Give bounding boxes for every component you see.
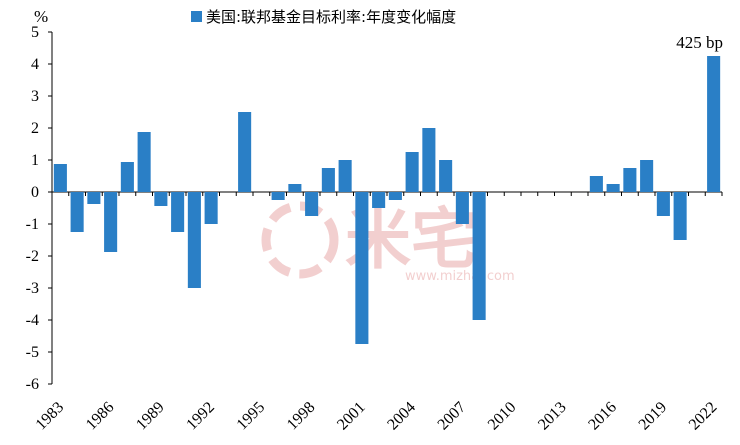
- x-tick-label: 2016: [585, 399, 620, 434]
- y-axis-ticks: -6 -5 -4 -3 -2 -1 0 1 2 3 4 5: [26, 24, 52, 393]
- bar-1989: [154, 192, 168, 206]
- bar-2000: [338, 160, 352, 192]
- y-tick-label: 0: [31, 184, 39, 201]
- x-tick-label: 2022: [686, 399, 721, 434]
- x-tick-label: 2010: [485, 399, 520, 434]
- x-tick-label: 1995: [234, 399, 269, 434]
- bar-2007: [455, 192, 469, 224]
- bar-1990: [171, 192, 185, 232]
- bar-1985: [87, 192, 101, 204]
- bar-2020: [673, 192, 687, 240]
- watermark-logo-icon: [261, 201, 339, 279]
- bar-2018: [640, 160, 654, 192]
- bar-2022: [707, 56, 721, 192]
- legend-label: 美国:联邦基金目标利率:年度变化幅度: [206, 8, 456, 26]
- bar-2004: [405, 152, 419, 192]
- bar-1991: [187, 192, 201, 288]
- y-tick-label: -5: [26, 344, 39, 361]
- bar-1998: [305, 192, 319, 216]
- x-tick-label: 2013: [535, 399, 570, 434]
- x-tick-label: 2019: [636, 399, 671, 434]
- x-tick-label: 2004: [384, 399, 419, 434]
- bar-1996: [271, 192, 285, 200]
- x-tick-label: 1986: [83, 399, 118, 434]
- y-tick-label: 3: [31, 88, 39, 105]
- x-tick-label: 1992: [183, 399, 218, 434]
- y-tick-label: -4: [26, 312, 39, 329]
- bar-2005: [422, 128, 436, 192]
- legend: 美国:联邦基金目标利率:年度变化幅度: [191, 8, 456, 26]
- y-tick-label: -6: [26, 376, 39, 393]
- y-tick-label: -2: [26, 248, 39, 265]
- bar-2019: [656, 192, 670, 216]
- y-tick-label: 1: [31, 152, 39, 169]
- bar-2008: [472, 192, 486, 320]
- bar-2002: [372, 192, 386, 208]
- bar-2016: [606, 184, 620, 192]
- bar-1987: [120, 162, 134, 192]
- bar-1983: [53, 164, 67, 192]
- bar-1988: [137, 132, 151, 192]
- bar-1997: [288, 184, 302, 192]
- bar-2003: [388, 192, 402, 200]
- x-tick-label: 2001: [334, 399, 369, 434]
- y-tick-label: -3: [26, 280, 39, 297]
- legend-swatch: [191, 11, 202, 22]
- bars: [53, 56, 721, 344]
- y-axis-unit-label: %: [34, 7, 48, 26]
- bar-2006: [439, 160, 453, 192]
- x-tick-label: 1998: [284, 399, 319, 434]
- x-tick-label: 2007: [435, 399, 470, 434]
- bar-2015: [589, 176, 603, 192]
- x-tick-label: 1983: [33, 399, 68, 434]
- annotation-label: 425 bp: [676, 33, 723, 52]
- y-tick-label: -1: [26, 216, 39, 233]
- watermark-url: www.mizhai.com: [405, 269, 515, 284]
- y-tick-label: 2: [31, 120, 39, 137]
- x-tick-label: 1989: [133, 399, 168, 434]
- y-tick-label: 4: [31, 56, 39, 73]
- bar-2017: [623, 168, 637, 192]
- bar-1999: [321, 168, 335, 192]
- bar-1992: [204, 192, 218, 224]
- y-tick-label: 5: [31, 24, 39, 41]
- bar-2001: [355, 192, 369, 344]
- bar-1986: [104, 192, 118, 252]
- bar-1984: [70, 192, 84, 232]
- bar-1994: [238, 112, 252, 192]
